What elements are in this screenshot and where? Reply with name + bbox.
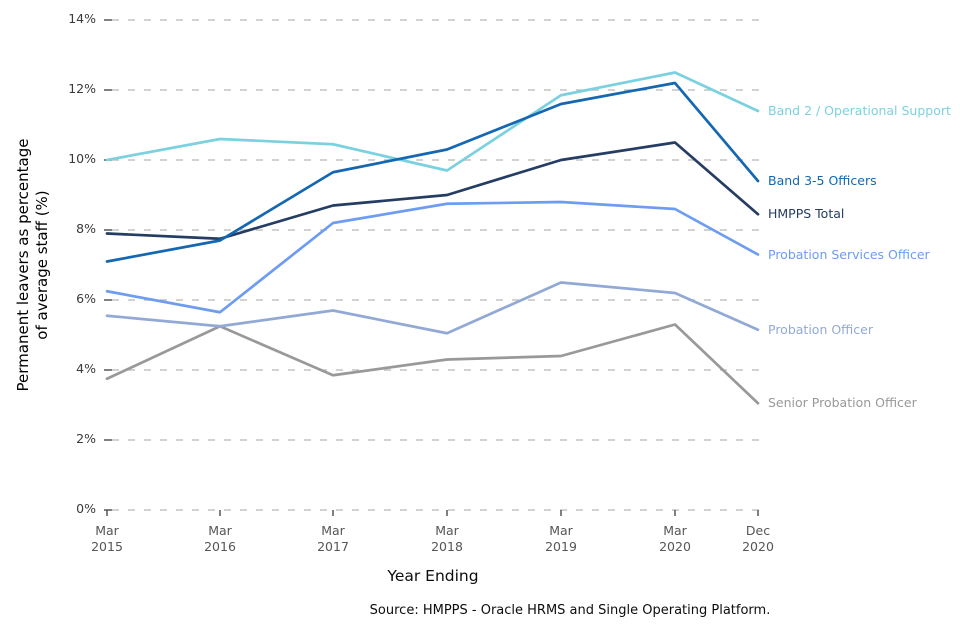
y-tick-label: 4% [76, 361, 96, 376]
series-label-probation-services-officer: Probation Services Officer [768, 246, 930, 262]
y-tick-label: 12% [68, 81, 96, 96]
x-axis-title: Year Ending [387, 567, 479, 585]
y-axis-title: Permanent leavers as percentage of avera… [14, 138, 51, 392]
x-tick-label: Mar 2019 [545, 523, 577, 554]
y-tick-label: 0% [76, 501, 96, 516]
x-tick-label: Mar 2020 [659, 523, 691, 554]
series-label-band-3-5-officers: Band 3-5 Officers [768, 173, 877, 188]
series-line-band-3-5-officers [105, 81, 760, 263]
series-line-probation-officer [105, 281, 760, 335]
source-note: Source: HMPPS - Oracle HRMS and Single O… [369, 603, 771, 618]
series-label-band-2-operational-support: Band 2 / Operational Support [768, 103, 951, 118]
series-label-senior-probation-officer: Senior Probation Officer [768, 395, 917, 411]
y-tick-label: 2% [76, 431, 96, 446]
y-tick-label: 14% [68, 11, 96, 26]
series-line-band-2-operational-support [105, 71, 760, 172]
series-line-hmpps-total [105, 141, 760, 241]
x-tick-label: Mar 2016 [204, 523, 236, 554]
series-line-probation-services-officer [105, 200, 760, 314]
series-label-hmpps-total: HMPPS Total [768, 206, 845, 222]
y-tick-label: 10% [68, 151, 96, 166]
x-tick-label: Mar 2015 [91, 523, 123, 554]
y-tick-label: 6% [76, 291, 96, 306]
x-tick-label: Mar 2017 [317, 523, 349, 554]
x-tick-label: Mar 2018 [431, 523, 463, 554]
series-line-senior-probation-officer [105, 323, 760, 405]
y-tick-label: 8% [76, 221, 96, 236]
x-tick-label: Dec 2020 [742, 523, 774, 554]
series-label-probation-officer: Probation Officer [768, 321, 873, 337]
